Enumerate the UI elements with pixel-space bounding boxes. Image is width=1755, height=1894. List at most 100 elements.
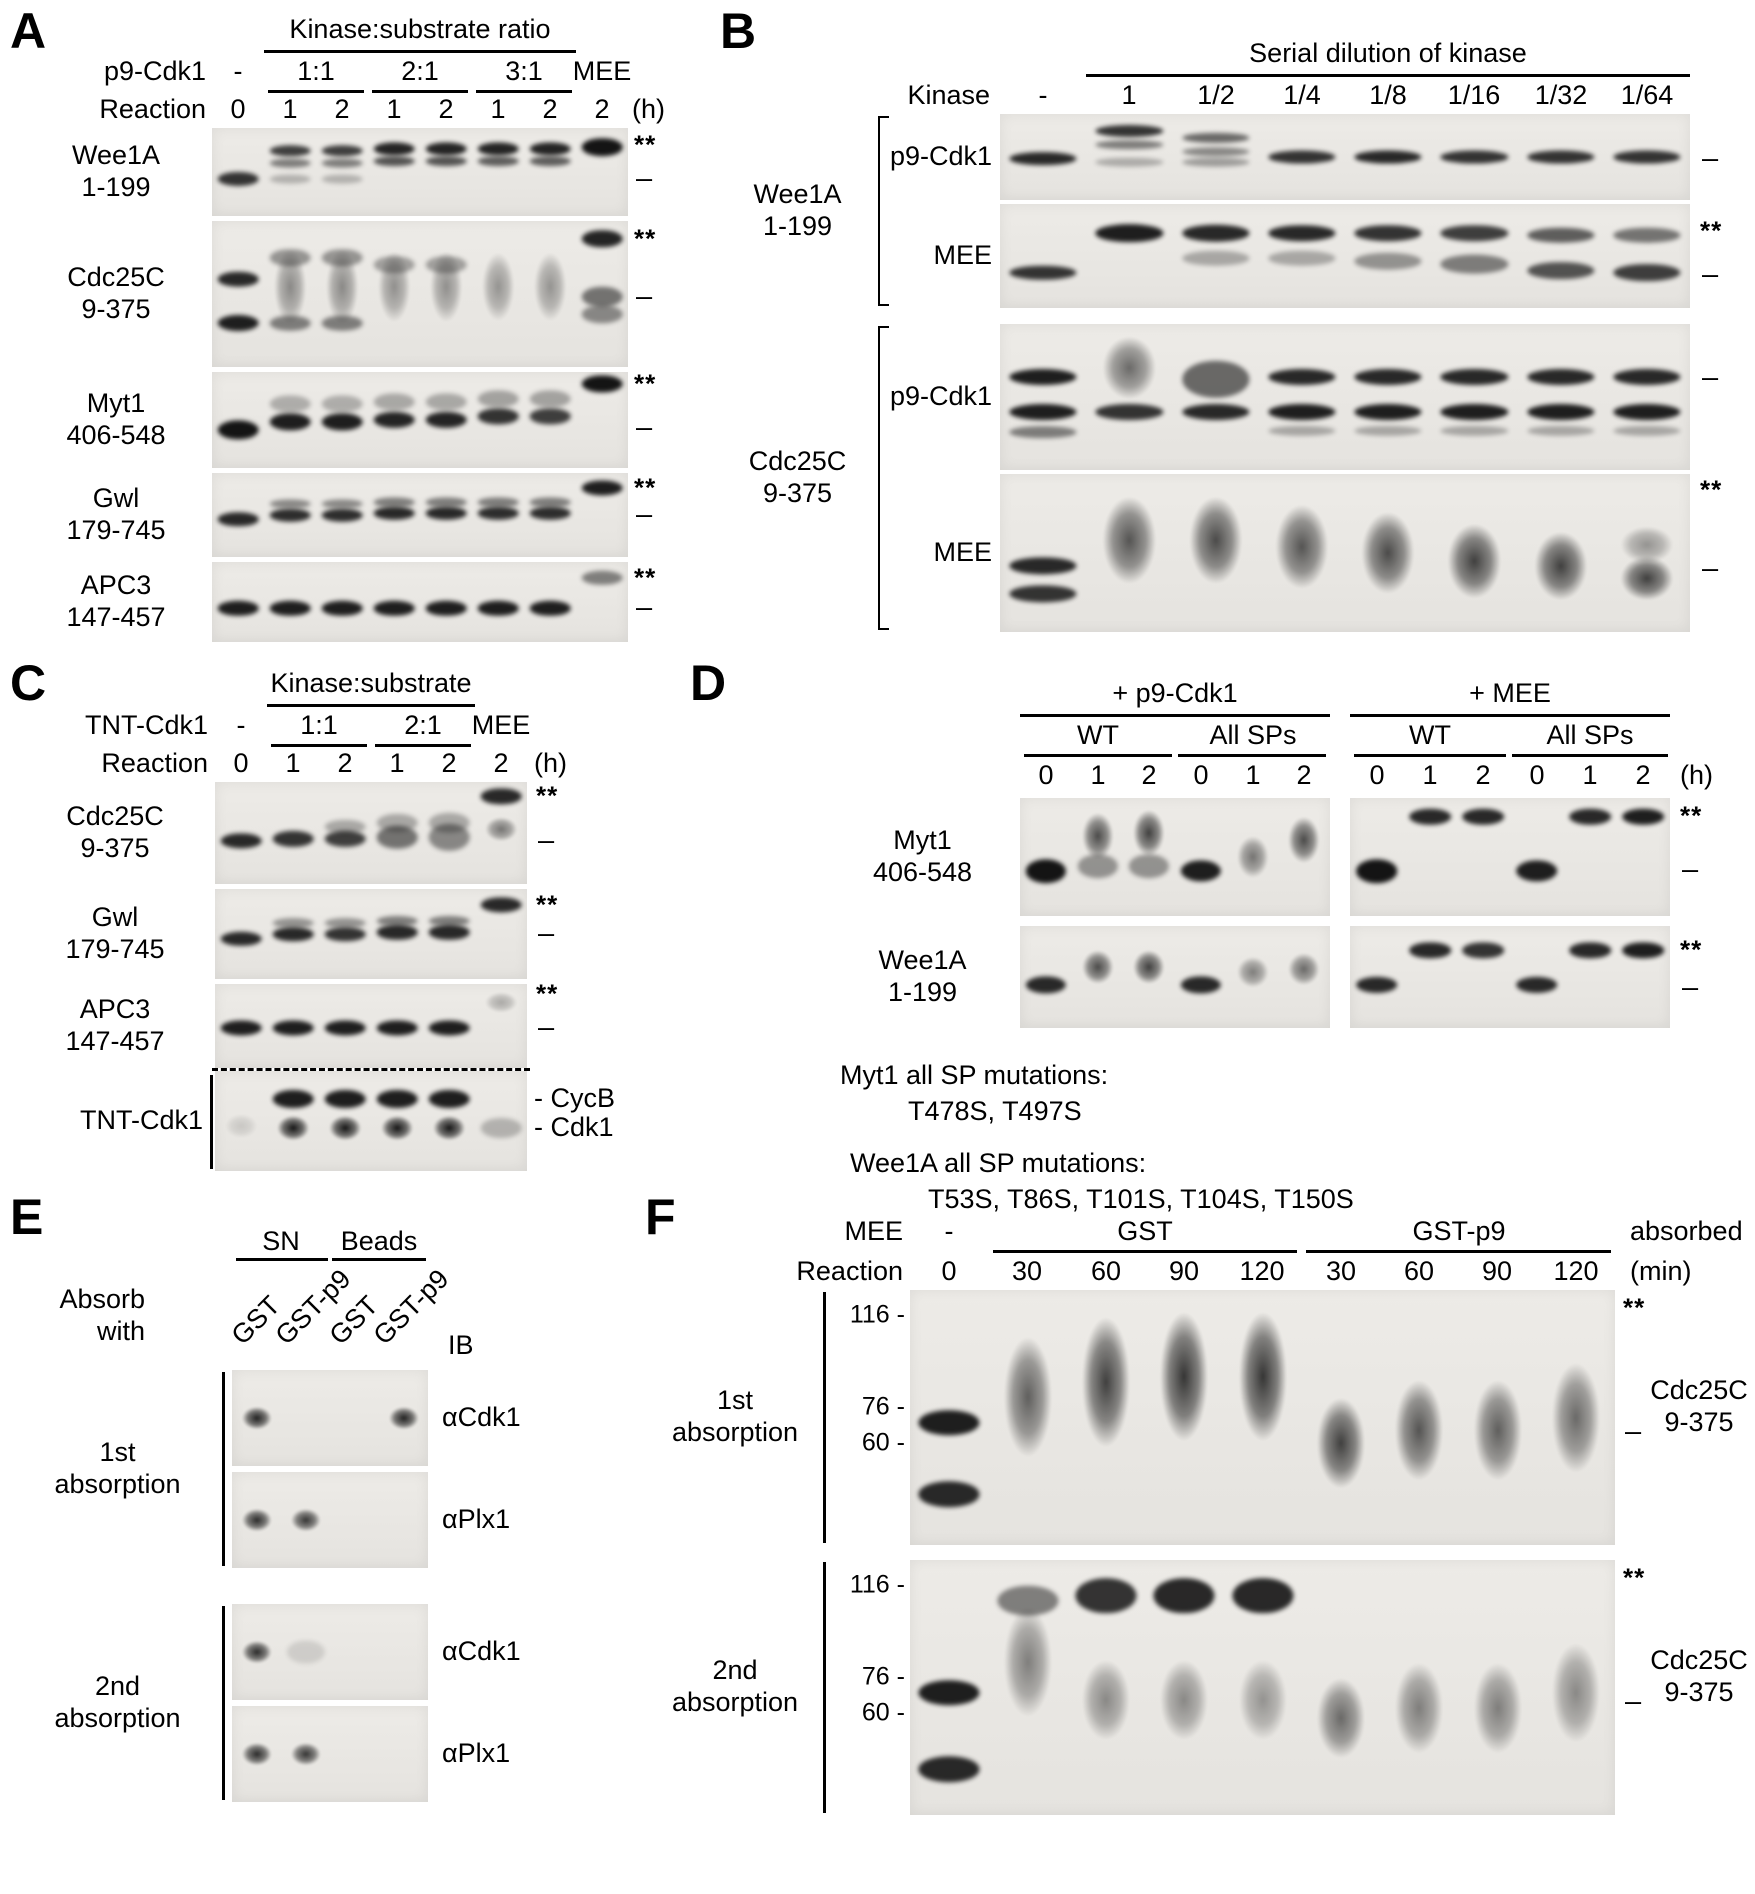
gel-band bbox=[376, 1020, 418, 1036]
panel-c-header: Kinase:substrate bbox=[270, 668, 472, 698]
shifted-band-marker: ** bbox=[536, 889, 559, 920]
gel-band bbox=[1613, 550, 1681, 606]
treatment-underline bbox=[1350, 714, 1670, 717]
gel-band bbox=[1613, 425, 1681, 436]
gel-band bbox=[477, 142, 519, 156]
gel-strip-wee1a-mee bbox=[1000, 204, 1690, 308]
gel-band bbox=[324, 1112, 366, 1144]
unshifted-band-marker: – bbox=[1625, 1685, 1642, 1718]
lane-time: 1 bbox=[1245, 760, 1261, 790]
gel-strip-2nd-aplx1 bbox=[232, 1706, 428, 1802]
antibody-label-acdk1: αCdk1 bbox=[442, 1636, 521, 1667]
group-label-2nd-absorption: 2nd absorption bbox=[54, 1671, 181, 1733]
panel-a: A Kinase:substrate ratio p9-Cdk1 - 1:1 2… bbox=[10, 6, 670, 654]
gel-band bbox=[1009, 556, 1077, 575]
unshifted-band-marker: – bbox=[1625, 1415, 1642, 1448]
gel-band bbox=[1025, 976, 1066, 994]
gel-band bbox=[1232, 830, 1273, 884]
lane-time: 1 bbox=[1090, 760, 1106, 790]
gel-band bbox=[1354, 403, 1422, 420]
panel-f-letter: F bbox=[645, 1189, 676, 1245]
group-label-2nd-absorption: 2nd absorption bbox=[671, 1655, 799, 1717]
shifted-band-marker: ** bbox=[536, 978, 559, 1009]
gel-band bbox=[1268, 225, 1336, 241]
shifted-band-marker: ** bbox=[634, 562, 657, 593]
panel-a-header-underline bbox=[264, 50, 576, 53]
gel-band bbox=[1009, 585, 1077, 603]
time-unit: (h) bbox=[632, 94, 665, 124]
group-label-wee1a: Wee1A 1-199 bbox=[753, 179, 842, 241]
gel-band bbox=[918, 1409, 980, 1436]
panel-a-header: Kinase:substrate ratio bbox=[289, 14, 551, 44]
gel-band bbox=[529, 497, 571, 508]
gel-band bbox=[918, 1481, 980, 1507]
gel-strip-wee1a-p9cdk1 bbox=[1020, 926, 1330, 1028]
gel-strip-cdc25c-p9cdk1 bbox=[1000, 324, 1690, 470]
gel-strip-myt1 bbox=[212, 372, 628, 468]
gel-band bbox=[1181, 157, 1250, 167]
gel-band bbox=[1268, 425, 1336, 436]
lane-time: 2 bbox=[542, 94, 558, 124]
panel-b-letter: B bbox=[720, 3, 757, 59]
gel-band bbox=[237, 1505, 276, 1535]
gel-band bbox=[425, 411, 467, 429]
gel-band bbox=[477, 601, 519, 616]
gel-band bbox=[1268, 403, 1336, 420]
lane-time: 2 bbox=[1141, 760, 1157, 790]
gel-band bbox=[581, 286, 623, 308]
panel-d: D + p9-Cdk1 + MEE WT All SPs WT All SPs … bbox=[690, 658, 1755, 1218]
gel-band bbox=[1388, 1366, 1450, 1494]
absorbed-label: absorbed bbox=[1630, 1216, 1743, 1246]
unshifted-band-marker: – bbox=[1702, 142, 1719, 175]
gel-band bbox=[480, 989, 522, 1016]
gel-strip-2nd-acdk1 bbox=[232, 1604, 428, 1700]
gel-band bbox=[1440, 513, 1509, 609]
gel-band bbox=[1526, 368, 1595, 385]
ib-label: IB bbox=[448, 1330, 474, 1360]
lane-time: 2 bbox=[337, 748, 353, 778]
panel-a-reaction-label: Reaction bbox=[99, 94, 206, 124]
ratio-underline bbox=[372, 90, 468, 93]
cycb-band-marker: - CycB bbox=[534, 1083, 615, 1114]
lane-time: 120 bbox=[1553, 1256, 1599, 1286]
panel-e: E SN Beads Absorb with GST GST-p9 GST GST… bbox=[10, 1192, 610, 1892]
gel-band bbox=[1440, 368, 1509, 385]
blot-label-apc3: APC3 147-457 bbox=[66, 570, 166, 632]
gel-band bbox=[373, 507, 415, 520]
gel-band bbox=[1009, 368, 1077, 385]
gel-band bbox=[321, 315, 363, 331]
gel-band bbox=[428, 812, 470, 833]
lane-time: 60 bbox=[1403, 1256, 1435, 1286]
beads-header: Beads bbox=[340, 1226, 418, 1256]
blot-label-wee1a: Wee1A 1-199 bbox=[71, 140, 161, 202]
panel-c-reaction-label: Reaction bbox=[101, 748, 208, 778]
shifted-band-marker: ** bbox=[1680, 800, 1703, 831]
antibody-label-acdk1: αCdk1 bbox=[442, 1402, 521, 1433]
panel-c: C Kinase:substrate TNT-Cdk1 - 1:1 2:1 ME… bbox=[10, 658, 615, 1188]
lane-header: 1/8 bbox=[1369, 80, 1407, 110]
gel-band bbox=[425, 256, 467, 274]
gel-band bbox=[217, 171, 259, 187]
gel-band bbox=[324, 1090, 366, 1108]
gel-band bbox=[269, 395, 311, 413]
gel-strip-cdc25c bbox=[212, 221, 628, 367]
lane-header: - bbox=[236, 710, 246, 740]
blot-label-tnt-cdk1: TNT-Cdk1 bbox=[79, 1105, 203, 1136]
gel-band bbox=[477, 242, 519, 331]
gel-strip-tnt-cdk1 bbox=[215, 1071, 527, 1171]
gel-band bbox=[272, 1090, 314, 1108]
gel-band bbox=[1009, 265, 1077, 280]
gel-band bbox=[321, 174, 363, 184]
gel-band bbox=[286, 1640, 325, 1664]
gel-strip-gwl bbox=[215, 889, 527, 979]
unshifted-band-marker: – bbox=[636, 498, 653, 531]
gel-band bbox=[1095, 485, 1164, 596]
gel-band bbox=[1526, 425, 1595, 436]
lane-time: 90 bbox=[1481, 1256, 1513, 1286]
gel-strip-myt1-p9cdk1 bbox=[1020, 798, 1330, 916]
gel-band bbox=[428, 1020, 470, 1036]
gel-band bbox=[1515, 977, 1558, 994]
gel-band bbox=[269, 145, 311, 157]
gel-band bbox=[1622, 808, 1665, 826]
gel-band bbox=[425, 142, 467, 156]
